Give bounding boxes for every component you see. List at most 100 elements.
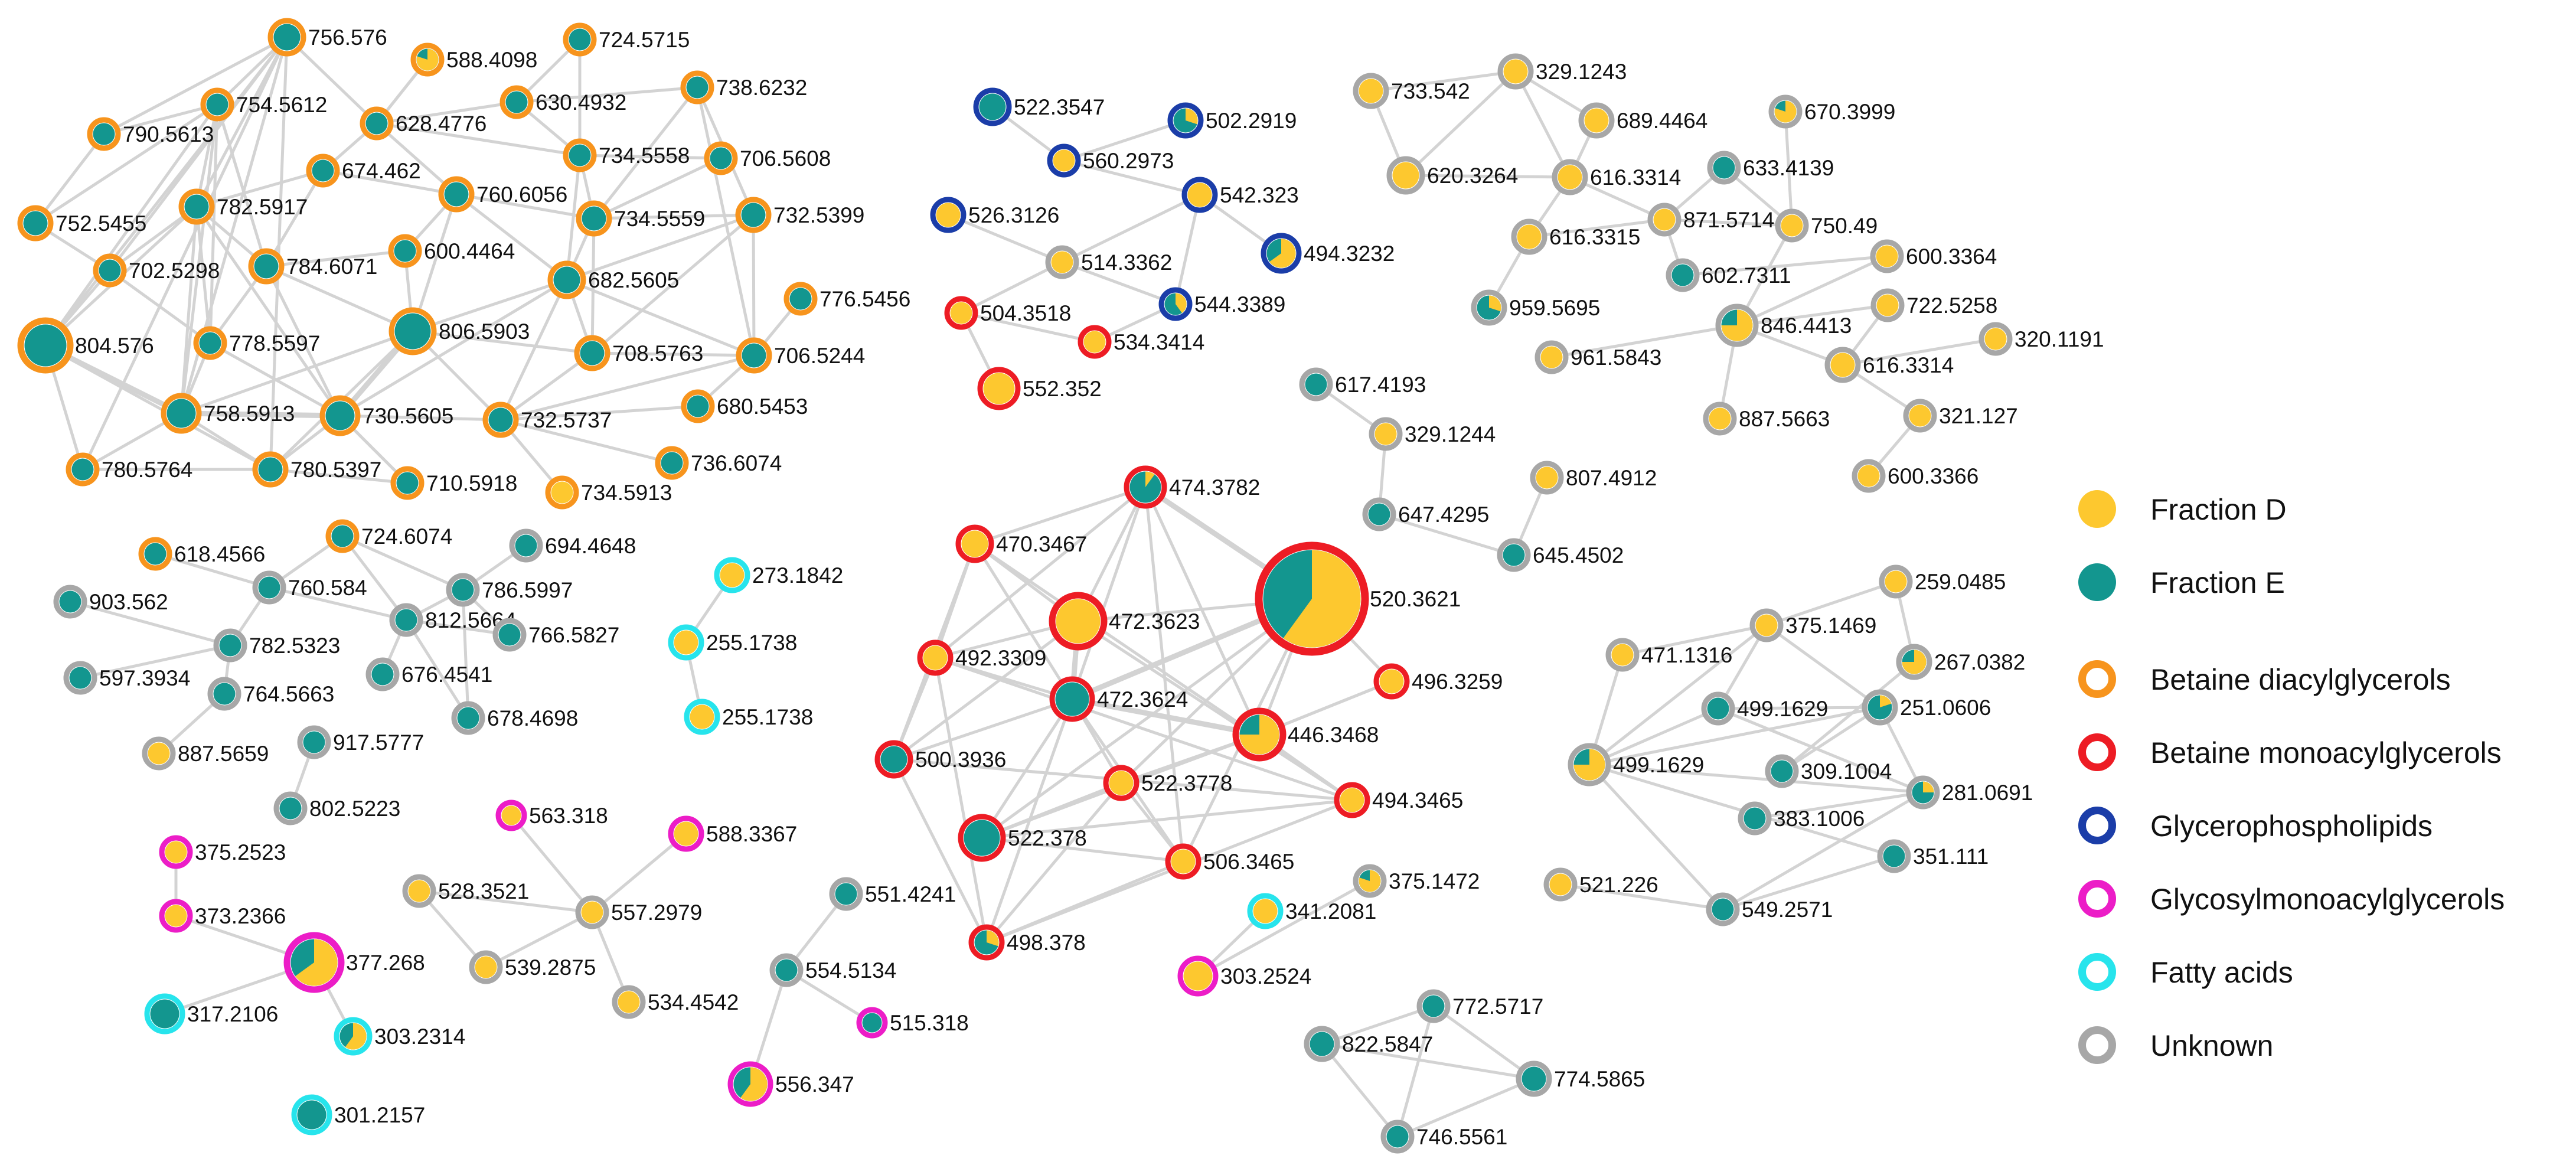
node-label: 756.576 xyxy=(308,25,387,50)
network-node: 647.4295 xyxy=(1362,497,1489,531)
edge xyxy=(1144,485,1261,736)
network-node: 281.0691 xyxy=(1906,775,2033,810)
network-node: 702.5298 xyxy=(93,253,220,288)
node-label: 597.3934 xyxy=(99,666,190,690)
network-node: 616.3314 xyxy=(1552,159,1681,195)
node-fraction-e-slice xyxy=(150,999,179,1029)
network-node: 645.4502 xyxy=(1497,538,1624,572)
network-node: 542.323 xyxy=(1181,177,1299,213)
node-label: 504.3518 xyxy=(980,301,1071,325)
network-node: 471.1316 xyxy=(1605,638,1732,672)
node-label: 750.49 xyxy=(1811,214,1878,238)
node-fraction-e-slice xyxy=(498,624,521,646)
node-label: 786.5997 xyxy=(482,578,573,602)
node-label: 549.2571 xyxy=(1742,898,1833,922)
node-fraction-d-slice xyxy=(1176,293,1187,313)
edge xyxy=(1588,763,1925,794)
node-fraction-e-slice xyxy=(452,579,474,601)
node-label: 563.318 xyxy=(529,804,608,828)
node-label: 500.3936 xyxy=(915,748,1006,772)
network-node: 694.4648 xyxy=(509,528,636,563)
node-fraction-e-slice xyxy=(1386,1125,1409,1148)
node-fraction-d-slice xyxy=(1876,294,1899,316)
node-label: 724.6074 xyxy=(361,524,452,549)
edge xyxy=(1144,485,1185,863)
node-label: 321.127 xyxy=(1939,404,2018,428)
node-fraction-d-slice xyxy=(1611,644,1634,666)
node-label: 560.2973 xyxy=(1083,149,1174,173)
network-node: 822.5847 xyxy=(1304,1026,1433,1062)
network-node: 552.352 xyxy=(977,367,1102,410)
node-label: 471.1316 xyxy=(1641,643,1732,667)
network-node: 446.3468 xyxy=(1232,707,1379,762)
node-fraction-d-slice xyxy=(1109,771,1134,795)
network-node: 802.5223 xyxy=(273,791,400,825)
node-fraction-d-slice xyxy=(1489,295,1501,312)
fatty-acids-swatch xyxy=(2078,953,2116,991)
node-label: 520.3621 xyxy=(1370,587,1461,611)
edge xyxy=(959,260,1064,315)
node-label: 267.0382 xyxy=(1934,650,2025,674)
node-label: 494.3465 xyxy=(1372,788,1463,812)
node-label: 887.5663 xyxy=(1739,407,1830,431)
node-fraction-d-slice xyxy=(1517,224,1542,249)
node-fraction-e-slice xyxy=(331,525,354,547)
edge xyxy=(1196,879,1372,978)
node-fraction-d-slice xyxy=(1359,79,1383,103)
network-node: 341.2081 xyxy=(1247,893,1376,929)
edge xyxy=(1174,193,1202,306)
fraction-d-swatch xyxy=(2078,490,2116,528)
node-fraction-d-slice xyxy=(1269,239,1296,268)
network-node: 259.0485 xyxy=(1879,564,2006,599)
edge xyxy=(510,814,594,914)
network-node: 804.576 xyxy=(17,317,154,374)
node-label: 784.6071 xyxy=(286,254,377,279)
network-node: 522.378 xyxy=(958,814,1087,862)
edge xyxy=(565,278,756,357)
edge xyxy=(265,169,325,268)
node-label: 506.3465 xyxy=(1203,850,1294,874)
edge xyxy=(1784,110,1794,227)
edge xyxy=(1070,485,1147,701)
edge xyxy=(696,86,756,357)
node-fraction-e-slice xyxy=(396,472,419,494)
node-label: 273.1842 xyxy=(752,563,843,588)
node-fraction-e-slice xyxy=(488,407,513,432)
node-label: 375.1472 xyxy=(1389,869,1480,893)
network-node: 786.5997 xyxy=(446,573,573,607)
network-node: 750.49 xyxy=(1775,208,1878,243)
node-fraction-d-slice xyxy=(1051,251,1073,273)
node-fraction-e-slice xyxy=(184,194,209,219)
node-fraction-e-slice xyxy=(371,663,394,686)
edge xyxy=(499,418,674,465)
network-node: 871.5714 xyxy=(1647,203,1774,237)
network-node: 534.3414 xyxy=(1078,325,1204,359)
node-label: 526.3126 xyxy=(968,203,1059,227)
node-label: 496.3259 xyxy=(1412,670,1503,694)
edge xyxy=(1588,624,1768,766)
edge xyxy=(321,169,458,196)
node-label: 734.5913 xyxy=(581,481,672,505)
node-fraction-d-slice xyxy=(416,48,439,71)
node-label: 633.4139 xyxy=(1743,156,1834,180)
network-node: 633.4139 xyxy=(1707,151,1834,185)
betaine-monoacylglycerols-swatch xyxy=(2078,733,2116,771)
node-label: 732.5737 xyxy=(521,408,612,432)
legend-label-betaine-monoacylglycerols: Betaine monoacylglycerols xyxy=(2150,736,2502,769)
edge xyxy=(1780,660,1916,773)
node-label: 774.5865 xyxy=(1554,1067,1645,1091)
node-fraction-e-slice xyxy=(23,211,48,236)
node-fraction-e-slice xyxy=(394,240,416,262)
node-fraction-d-slice xyxy=(1584,108,1609,133)
node-fraction-d-slice xyxy=(408,880,430,902)
node-label: 887.5659 xyxy=(178,742,269,766)
node-fraction-d-slice xyxy=(1984,328,2007,350)
network-node: 522.3778 xyxy=(1103,765,1232,801)
edge xyxy=(178,410,343,419)
node-label: 498.378 xyxy=(1007,931,1086,955)
node-label: 588.3367 xyxy=(706,822,797,846)
network-node: 674.462 xyxy=(306,154,421,188)
network-node: 752.5455 xyxy=(17,205,146,242)
node-fraction-e-slice xyxy=(444,182,469,207)
